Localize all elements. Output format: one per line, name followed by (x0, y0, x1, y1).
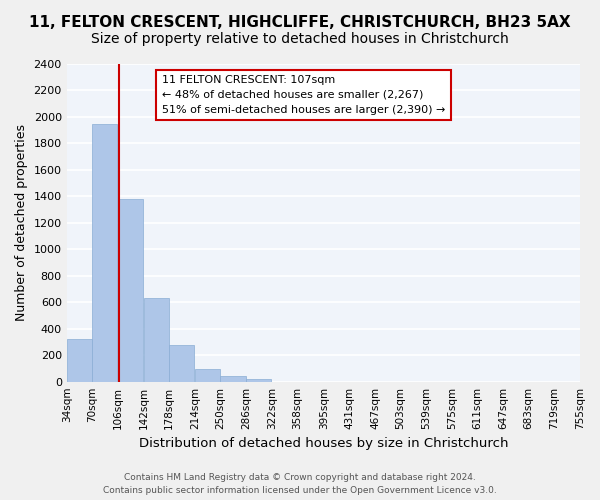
Text: 11, FELTON CRESCENT, HIGHCLIFFE, CHRISTCHURCH, BH23 5AX: 11, FELTON CRESCENT, HIGHCLIFFE, CHRISTC… (29, 15, 571, 30)
Bar (143, 298, 169, 382)
Bar (67, 340, 92, 382)
Bar (246, 379, 271, 382)
Bar (195, 369, 220, 382)
Bar (169, 344, 194, 382)
Text: Contains HM Land Registry data © Crown copyright and database right 2024.
Contai: Contains HM Land Registry data © Crown c… (103, 474, 497, 495)
Bar (92, 124, 118, 382)
Bar (118, 199, 143, 382)
X-axis label: Distribution of detached houses by size in Christchurch: Distribution of detached houses by size … (139, 437, 508, 450)
Y-axis label: Number of detached properties: Number of detached properties (15, 124, 28, 322)
Text: 11 FELTON CRESCENT: 107sqm
← 48% of detached houses are smaller (2,267)
51% of s: 11 FELTON CRESCENT: 107sqm ← 48% of deta… (161, 75, 445, 114)
Text: Size of property relative to detached houses in Christchurch: Size of property relative to detached ho… (91, 32, 509, 46)
Bar (220, 376, 245, 382)
